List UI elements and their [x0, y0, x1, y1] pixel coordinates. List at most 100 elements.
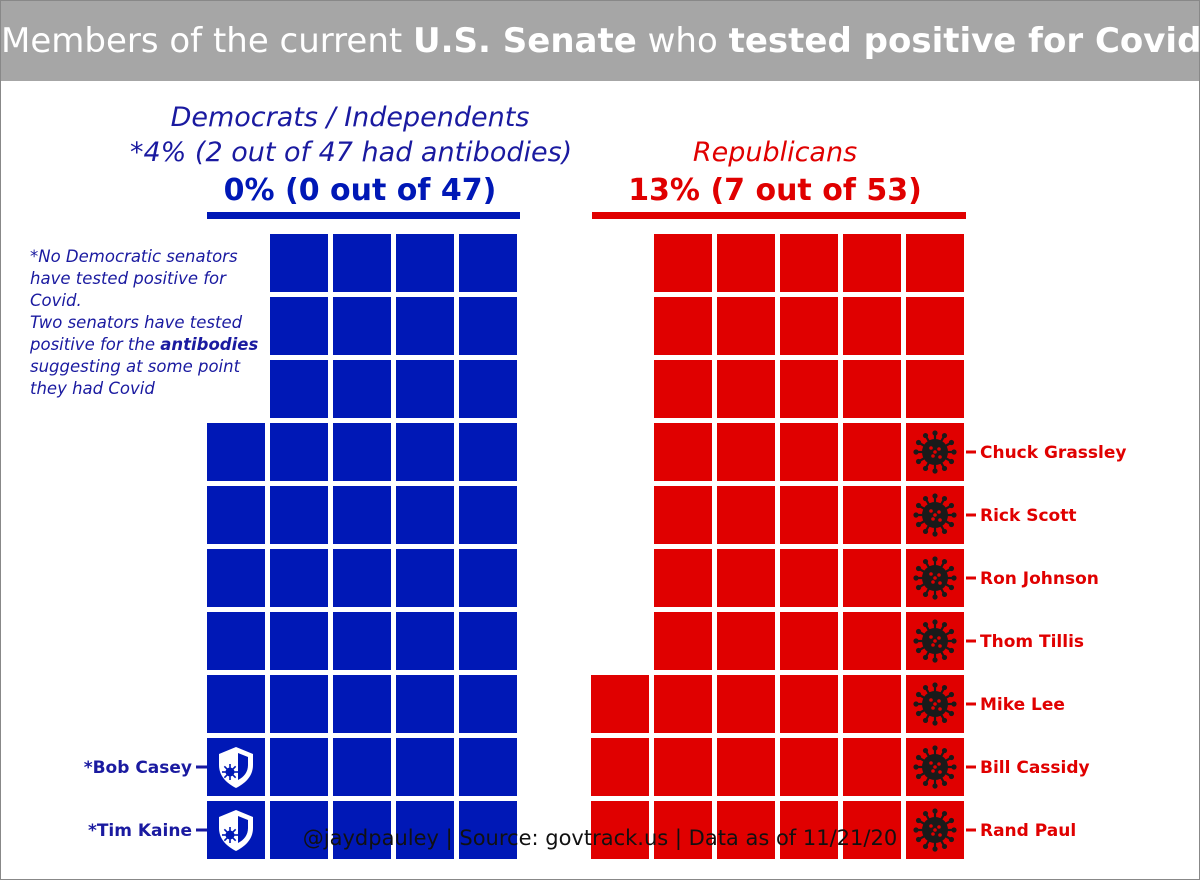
rep-senator-cell [780, 549, 838, 607]
dem-senator-cell [396, 549, 454, 607]
rep-senator-cell [780, 801, 838, 859]
dem-antibody-cell [207, 738, 265, 796]
rep-positive-cell [906, 801, 964, 859]
chart-title: Members of the current U.S. Senate who t… [1, 21, 1200, 61]
dem-senator-label: *Tim Kaine [88, 821, 192, 841]
virus-icon [913, 430, 957, 474]
rep-senator-cell [843, 675, 901, 733]
rep-senator-cell [906, 234, 964, 292]
rep-senator-cell [717, 738, 775, 796]
rep-senator-cell [717, 801, 775, 859]
dem-senator-cell [270, 297, 328, 355]
rep-positive-cell [906, 486, 964, 544]
rep-senator-cell [717, 675, 775, 733]
dem-senator-cell [459, 360, 517, 418]
dem-senator-cell [270, 675, 328, 733]
rep-senator-label: Chuck Grassley [980, 443, 1126, 463]
rep-senator-cell [780, 738, 838, 796]
rep-senator-label: Ron Johnson [980, 569, 1099, 589]
dem-senator-cell [396, 612, 454, 670]
footer-credit: @jaydpauley | Source: govtrack.us | Data… [302, 826, 898, 850]
rep-senator-cell [717, 486, 775, 544]
title-bar: Members of the current U.S. Senate who t… [1, 1, 1200, 81]
rep-senator-cell [780, 234, 838, 292]
rep-senator-cell [717, 549, 775, 607]
rep-senator-cell [717, 297, 775, 355]
rep-positive-cell [906, 738, 964, 796]
rep-senator-cell [654, 360, 712, 418]
rep-senator-cell [717, 360, 775, 418]
dem-footnote: *No Democratic senators have tested posi… [30, 247, 259, 398]
rep-senator-cell [780, 675, 838, 733]
rep-senator-cell [654, 423, 712, 481]
virus-icon [913, 493, 957, 537]
dem-senator-cell [396, 675, 454, 733]
rep-senator-cell [654, 801, 712, 859]
rep-senator-cell [717, 234, 775, 292]
dem-senator-cell [270, 423, 328, 481]
dem-senator-cell [333, 738, 391, 796]
dem-senator-cell [207, 675, 265, 733]
dem-senator-cell [459, 675, 517, 733]
dem-senator-cell [207, 423, 265, 481]
dem-antibody-subtitle: *4% (2 out of 47 had antibodies) [130, 137, 573, 168]
rep-senator-cell [654, 234, 712, 292]
virus-icon [913, 682, 957, 726]
dem-senator-cell [459, 423, 517, 481]
dem-senator-cell [459, 234, 517, 292]
rep-senator-cell [780, 486, 838, 544]
rep-senator-cell [780, 423, 838, 481]
virus-icon [913, 619, 957, 663]
rep-senator-cell [843, 234, 901, 292]
dem-senator-cell [459, 612, 517, 670]
rep-senator-cell [843, 612, 901, 670]
rep-senator-cell [843, 423, 901, 481]
rep-senator-cell [654, 675, 712, 733]
rep-positive-cell [906, 675, 964, 733]
rep-senator-cell [654, 612, 712, 670]
dem-group-name: Democrats / Independents [170, 102, 530, 133]
rep-senator-cell [654, 549, 712, 607]
dem-senator-cell [396, 297, 454, 355]
dem-senator-cell [333, 549, 391, 607]
rep-underline [592, 212, 966, 219]
rep-positive-cell [906, 549, 964, 607]
rep-senator-cell [843, 297, 901, 355]
dem-senator-cell [333, 801, 391, 859]
dem-senator-cell [459, 297, 517, 355]
rep-senator-cell [591, 801, 649, 859]
dem-senator-cell [333, 360, 391, 418]
rep-senator-label: Rand Paul [980, 821, 1076, 841]
rep-positive-cell [906, 423, 964, 481]
dem-senator-cell [396, 486, 454, 544]
dem-headline: 0% (0 out of 47) [223, 173, 497, 208]
dem-senator-cell [270, 549, 328, 607]
dem-antibody-cell [207, 801, 265, 859]
dem-senator-cell [270, 612, 328, 670]
dem-senator-cell [459, 738, 517, 796]
rep-senator-cell [654, 486, 712, 544]
dem-senator-cell [396, 360, 454, 418]
rep-headline: 13% (7 out of 53) [628, 173, 922, 208]
rep-senator-cell [654, 297, 712, 355]
dem-senator-cell [270, 234, 328, 292]
rep-senator-label: Rick Scott [980, 506, 1076, 526]
rep-senator-cell [843, 486, 901, 544]
rep-senator-cell [843, 360, 901, 418]
rep-senator-cell [780, 360, 838, 418]
rep-senator-cell [591, 738, 649, 796]
dem-senator-cell [333, 234, 391, 292]
dem-senator-cell [207, 612, 265, 670]
rep-senator-label: Bill Cassidy [980, 758, 1090, 778]
dem-senator-cell [459, 549, 517, 607]
dem-senator-cell [396, 738, 454, 796]
rep-senator-cell [717, 423, 775, 481]
rep-group-name: Republicans [692, 137, 858, 168]
dem-senator-cell [396, 801, 454, 859]
dem-senator-label: *Bob Casey [84, 758, 192, 778]
rep-senator-cell [780, 612, 838, 670]
dem-senator-cell [270, 801, 328, 859]
rep-senator-label: Thom Tillis [980, 632, 1084, 652]
dem-senator-cell [396, 234, 454, 292]
